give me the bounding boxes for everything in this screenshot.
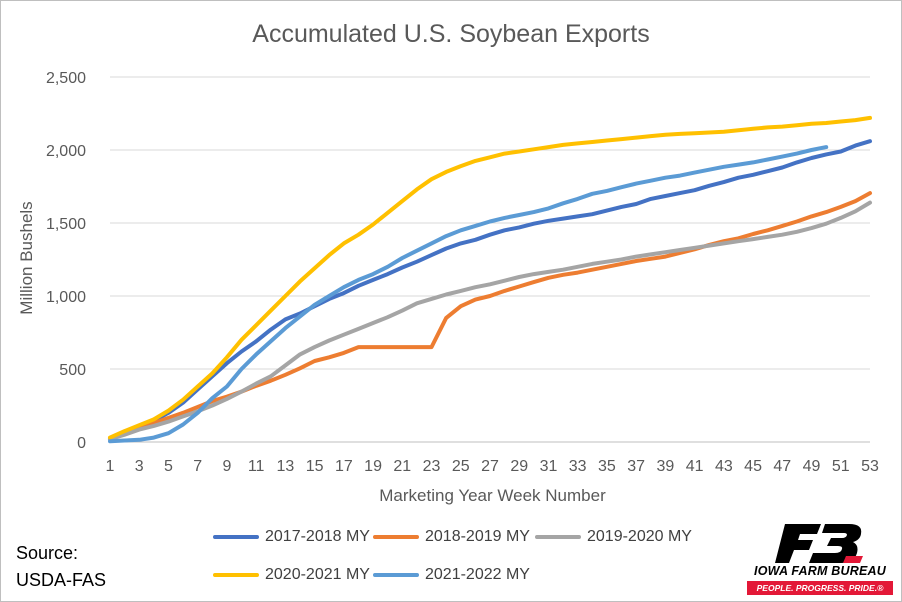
legend-label: 2020-2021 MY bbox=[265, 566, 370, 583]
x-axis-ticks: 1 3 5 7 9 11 13 15 17 19 21 23 25 27 29 31 33 35 37 39 41 43 4… bbox=[106, 458, 879, 475]
x-tick-label: 53 bbox=[861, 458, 879, 475]
y-tick-label: 500 bbox=[59, 362, 86, 379]
legend-item: 2019-2020 MY bbox=[535, 527, 692, 547]
farm-bureau-fb-logo-icon bbox=[775, 524, 863, 563]
legend-item: 2018-2019 MY bbox=[373, 527, 530, 547]
x-tick-label: 35 bbox=[598, 458, 616, 475]
x-tick-label: 31 bbox=[540, 458, 558, 475]
source-label: Source: bbox=[16, 543, 79, 563]
x-tick-label: 37 bbox=[627, 458, 645, 475]
x-axis-label: Marketing Year Week Number bbox=[379, 486, 606, 505]
legend-swatch bbox=[373, 573, 419, 577]
x-tick-label: 39 bbox=[656, 458, 674, 475]
x-tick-label: 13 bbox=[276, 458, 294, 475]
x-tick-label: 41 bbox=[686, 458, 704, 475]
x-tick-label: 7 bbox=[193, 458, 202, 475]
legend-label: 2019-2020 MY bbox=[587, 528, 692, 545]
x-tick-label: 21 bbox=[393, 458, 411, 475]
series-lines bbox=[108, 115, 872, 444]
farm-bureau-logo: IOWA FARM BUREAU PEOPLE. PROGRESS. PRIDE… bbox=[745, 520, 895, 598]
x-tick-label: 1 bbox=[106, 458, 115, 475]
x-tick-label: 29 bbox=[510, 458, 528, 475]
legend-label: 2021-2022 MY bbox=[425, 566, 530, 583]
x-tick-label: 43 bbox=[715, 458, 733, 475]
legend-item: 2017-2018 MY bbox=[213, 527, 370, 547]
legend-swatch bbox=[373, 535, 419, 539]
x-tick-label: 27 bbox=[481, 458, 499, 475]
legend-swatch bbox=[535, 535, 581, 539]
x-tick-label: 51 bbox=[832, 458, 850, 475]
x-tick-label: 9 bbox=[222, 458, 231, 475]
x-tick-label: 11 bbox=[248, 458, 265, 475]
source-note: Source: USDA-FAS bbox=[16, 540, 106, 594]
x-tick-label: 19 bbox=[364, 458, 382, 475]
x-tick-label: 15 bbox=[306, 458, 324, 475]
legend-label: 2018-2019 MY bbox=[425, 528, 530, 545]
legend-swatch bbox=[213, 573, 259, 577]
legend-label: 2017-2018 MY bbox=[265, 528, 370, 545]
series-line-2021-2022-my bbox=[108, 145, 829, 444]
x-tick-label: 3 bbox=[135, 458, 144, 475]
series-line-2020-2021-my bbox=[108, 115, 872, 440]
logo-tagline: PEOPLE. PROGRESS. PRIDE.® bbox=[747, 581, 893, 595]
x-tick-label: 49 bbox=[803, 458, 821, 475]
x-tick-label: 33 bbox=[569, 458, 587, 475]
source-value: USDA-FAS bbox=[16, 570, 107, 590]
y-tick-label: 2,500 bbox=[46, 70, 86, 87]
x-tick-label: 25 bbox=[452, 458, 470, 475]
series-line-2019-2020-my bbox=[108, 200, 872, 442]
x-tick-label: 5 bbox=[164, 458, 173, 475]
chart-title: Accumulated U.S. Soybean Exports bbox=[252, 20, 650, 48]
y-tick-label: 0 bbox=[77, 435, 86, 452]
y-tick-label: 1,000 bbox=[46, 289, 86, 306]
y-axis-label: Million Bushels bbox=[17, 201, 36, 315]
x-tick-label: 45 bbox=[744, 458, 762, 475]
legend-swatch bbox=[213, 535, 259, 539]
x-tick-label: 17 bbox=[335, 458, 353, 475]
legend-item: 2021-2022 MY bbox=[373, 565, 530, 585]
legend-item: 2020-2021 MY bbox=[213, 565, 370, 585]
x-tick-label: 23 bbox=[423, 458, 441, 475]
x-tick-label: 47 bbox=[773, 458, 791, 475]
y-axis-ticks: 0 500 1,000 1,500 2,000 2,500 bbox=[46, 70, 86, 452]
logo-name: IOWA FARM BUREAU bbox=[754, 564, 886, 578]
series-line-2017-2018-my bbox=[108, 139, 872, 442]
y-tick-label: 2,000 bbox=[46, 143, 86, 160]
y-tick-label: 1,500 bbox=[46, 216, 86, 233]
